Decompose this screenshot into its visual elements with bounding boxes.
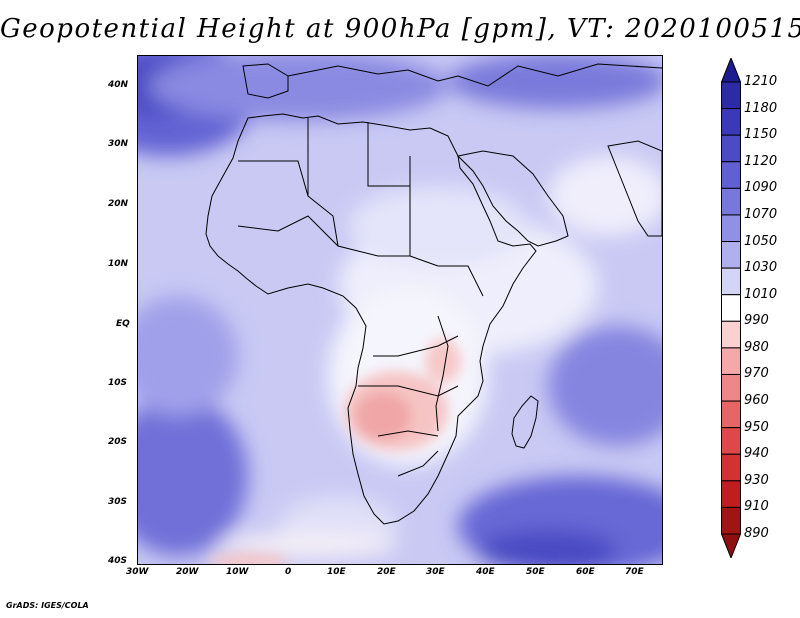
colorbar-segment xyxy=(721,81,741,110)
colorbar-level-label: 910 xyxy=(744,499,769,515)
colorbar-level-label: 980 xyxy=(744,339,769,355)
colorbar-segment xyxy=(721,320,741,349)
colorbar-bottom-triangle xyxy=(721,533,741,558)
colorbar-level-label: 1010 xyxy=(744,286,778,302)
colorbar-level-label: 950 xyxy=(744,419,769,435)
colorbar-level-label: 1150 xyxy=(744,127,778,143)
colorbar-segment xyxy=(721,294,741,322)
lat-label-10n: 10N xyxy=(108,259,129,269)
colorbar-level-label: 930 xyxy=(744,472,769,488)
colorbar-segment xyxy=(721,373,741,402)
colorbar-segment xyxy=(721,400,741,429)
low-pressure-area xyxy=(208,339,461,564)
colorbar-level-label: 890 xyxy=(744,526,769,541)
colorbar-level-label: 990 xyxy=(744,313,769,329)
colorbar-level-label: 1050 xyxy=(744,233,778,249)
lon-label-20w: 20W xyxy=(176,567,199,577)
colorbar-segment xyxy=(721,267,741,296)
lon-label-60e: 60E xyxy=(576,567,595,577)
lon-label-10w: 10W xyxy=(226,567,249,577)
lon-label-20e: 20E xyxy=(377,567,396,577)
lat-label-20n: 20N xyxy=(108,199,129,209)
colorbar-level-label: 1030 xyxy=(744,260,778,276)
colorbar-segment xyxy=(721,453,741,482)
colorbar-level-label: 1180 xyxy=(744,100,778,116)
colorbar-segment xyxy=(721,214,741,243)
colorbar-level-label: 1210 xyxy=(744,74,778,89)
colorbar-segment xyxy=(721,134,741,163)
colorbar-level-label: 940 xyxy=(744,446,769,462)
lon-label-0: 0 xyxy=(285,567,292,577)
colorbar-segment xyxy=(721,161,741,189)
lon-label-50e: 50E xyxy=(526,567,545,577)
colorbar-segment xyxy=(721,480,741,508)
colorbar-segment xyxy=(721,241,741,269)
lat-label-40n: 40N xyxy=(108,80,129,90)
coastlines xyxy=(205,63,662,525)
lat-label-20s: 20S xyxy=(108,437,128,447)
colorbar-segment xyxy=(721,347,741,375)
colorbar-segment xyxy=(721,427,741,455)
lat-label-30n: 30N xyxy=(108,139,129,149)
lon-label-30e: 30E xyxy=(426,567,445,577)
colorbar-top-triangle xyxy=(721,58,741,83)
lat-label-eq: EQ xyxy=(116,319,130,329)
lon-label-40e: 40E xyxy=(476,567,495,577)
footer-credit: GrADS: IGES/COLA xyxy=(6,601,89,610)
height-field xyxy=(138,56,662,564)
colorbar-level-label: 1120 xyxy=(744,153,778,169)
lat-label-30s: 30S xyxy=(108,497,128,507)
colorbar-level-label: 970 xyxy=(744,366,769,382)
colorbar xyxy=(721,58,741,558)
map-title: Geopotential Height at 900hPa [gpm], VT:… xyxy=(0,14,800,44)
lat-label-10s: 10S xyxy=(108,378,128,388)
colorbar-level-label: 1070 xyxy=(744,206,778,222)
lon-label-30w: 30W xyxy=(126,567,149,577)
lon-label-70e: 70E xyxy=(625,567,644,577)
colorbar-level-label: 1090 xyxy=(744,180,778,196)
map-area xyxy=(137,55,663,565)
colorbar-segment xyxy=(721,108,741,136)
lon-label-10e: 10E xyxy=(327,567,346,577)
colorbar-segment xyxy=(721,506,741,535)
colorbar-level-label: 960 xyxy=(744,393,769,409)
colorbar-segment xyxy=(721,187,741,216)
lat-label-40s: 40S xyxy=(108,556,128,566)
